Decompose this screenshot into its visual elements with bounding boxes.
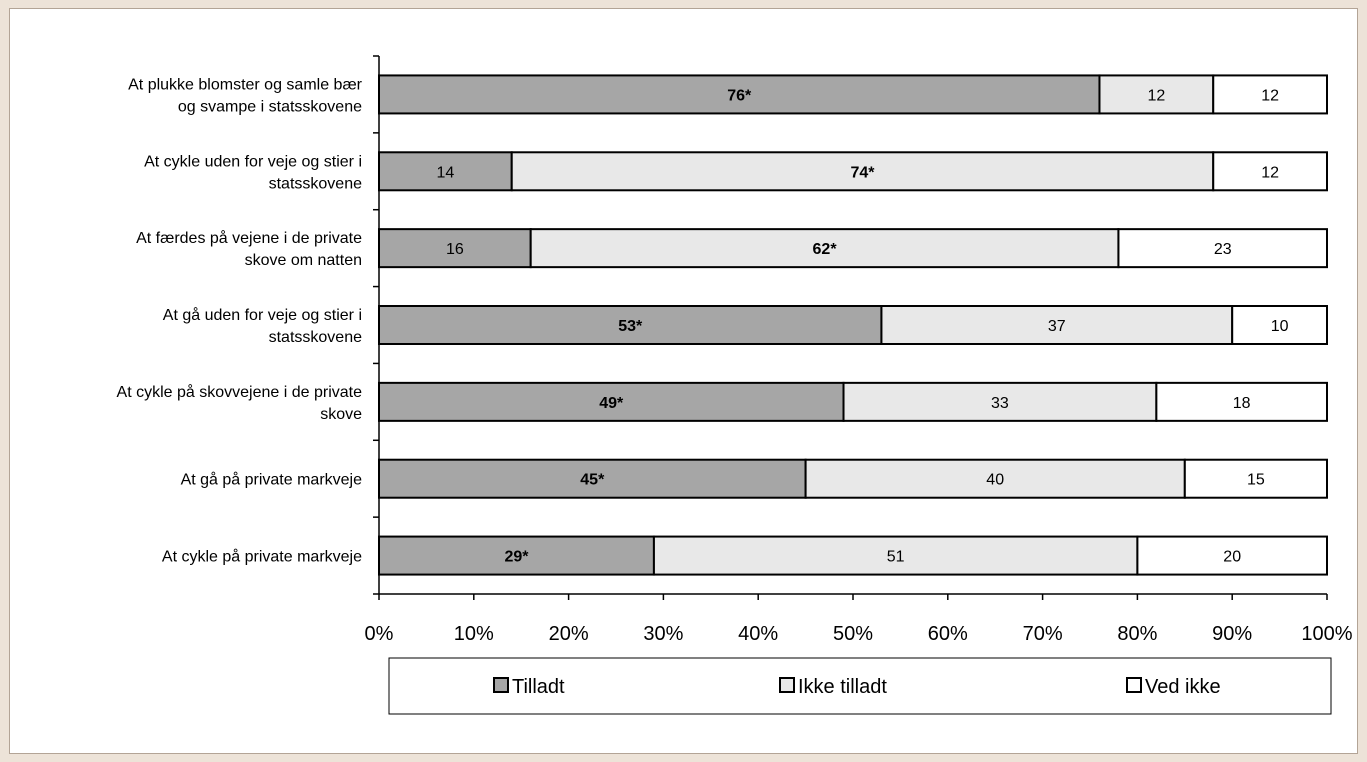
legend-swatch-ikke-tilladt [779, 677, 795, 693]
data-label: 33 [991, 395, 1009, 412]
x-tick-labels: 0% 10% 20% 30% 40% 50% 60% 70% 80% 90% 100% [365, 623, 1353, 645]
data-label: 51 [887, 549, 905, 566]
x-tick-label: 30% [643, 623, 683, 645]
x-tick-label: 0% [365, 623, 394, 645]
bar-segment-ikke-tilladt [652, 535, 1139, 576]
data-label: 12 [1261, 164, 1279, 181]
bar-segment-ikke-tilladt [529, 228, 1120, 269]
bar-segment-ved-ikke [1183, 458, 1329, 499]
bar-segment-ikke-tilladt [510, 151, 1215, 192]
category-label: At cykle på skovvejene i de private skove [117, 383, 363, 423]
x-tick-label: 70% [1023, 623, 1063, 645]
bar-segment-tilladt [378, 535, 655, 576]
bars: 76* 12 12 14 74* 12 16 62* 23 53* 37 10 49* 33 18 45* 40… [378, 74, 1329, 576]
bar-segment-tilladt [378, 151, 513, 192]
axes [373, 55, 1328, 600]
x-tick-label: 40% [738, 623, 778, 645]
x-tick-label: 90% [1212, 623, 1252, 645]
bar-segment-ved-ikke [1212, 74, 1328, 115]
data-label: 23 [1214, 241, 1232, 258]
x-tick-label: 20% [549, 623, 589, 645]
data-label: 12 [1147, 87, 1165, 104]
legend-label-ved-ikke: Ved ikke [1145, 676, 1221, 698]
x-tick-label: 100% [1301, 623, 1352, 645]
legend-swatch-ved-ikke [1126, 677, 1142, 693]
x-tick-label: 60% [928, 623, 968, 645]
category-label: At cykle uden for veje og stier i statssk… [144, 153, 362, 192]
legend-swatch-tilladt [493, 677, 509, 693]
bar-segment-ved-ikke [1136, 535, 1329, 576]
data-label: 62* [813, 241, 838, 258]
category-labels: At plukke blomster og samle bær og svampe… [117, 76, 363, 565]
bar-segment-ved-ikke [1155, 381, 1328, 422]
data-label: 49* [599, 395, 624, 412]
data-label: 15 [1247, 472, 1265, 489]
data-label: 12 [1261, 87, 1279, 104]
bar-segment-tilladt [378, 74, 1101, 115]
chart-frame [9, 8, 1358, 754]
x-tick-label: 50% [833, 623, 873, 645]
data-label: 37 [1048, 318, 1066, 335]
x-tick-label: 80% [1117, 623, 1157, 645]
category-label: At plukke blomster og samle bær og svampe… [128, 76, 363, 115]
legend-box [388, 657, 1332, 715]
data-label: 29* [504, 549, 529, 566]
category-label: At gå på private markveje [181, 471, 363, 489]
legend-label-ikke-tilladt: Ikke tilladt [798, 676, 887, 698]
legend: Tilladt Ikke tilladt Ved ikke [388, 657, 1332, 715]
legend-label-tilladt: Tilladt [512, 676, 565, 698]
bar-segment-ikke-tilladt [880, 305, 1234, 345]
category-label: At færdes på vejene i de private skove om… [136, 229, 362, 269]
data-label: 16 [446, 241, 464, 258]
data-label: 20 [1223, 549, 1241, 566]
data-label: 14 [436, 164, 454, 181]
data-label: 18 [1233, 395, 1251, 412]
bar-segment-ikke-tilladt [804, 458, 1186, 499]
bar-segment-ikke-tilladt [1098, 74, 1215, 115]
data-label: 10 [1271, 318, 1289, 335]
data-label: 74* [850, 164, 875, 181]
bar-segment-ved-ikke [1231, 305, 1328, 345]
data-label: 53* [618, 318, 643, 335]
bar-segment-tilladt [378, 381, 845, 422]
data-label: 40 [986, 472, 1004, 489]
x-tick-label: 10% [454, 623, 494, 645]
data-label: 45* [580, 472, 605, 489]
bar-segment-ved-ikke [1117, 228, 1328, 269]
bar-segment-ved-ikke [1212, 151, 1328, 192]
category-label: At gå uden for veje og stier i statsskove… [163, 306, 362, 346]
category-label: At cykle på private markveje [162, 548, 362, 566]
data-label: 76* [727, 87, 752, 104]
